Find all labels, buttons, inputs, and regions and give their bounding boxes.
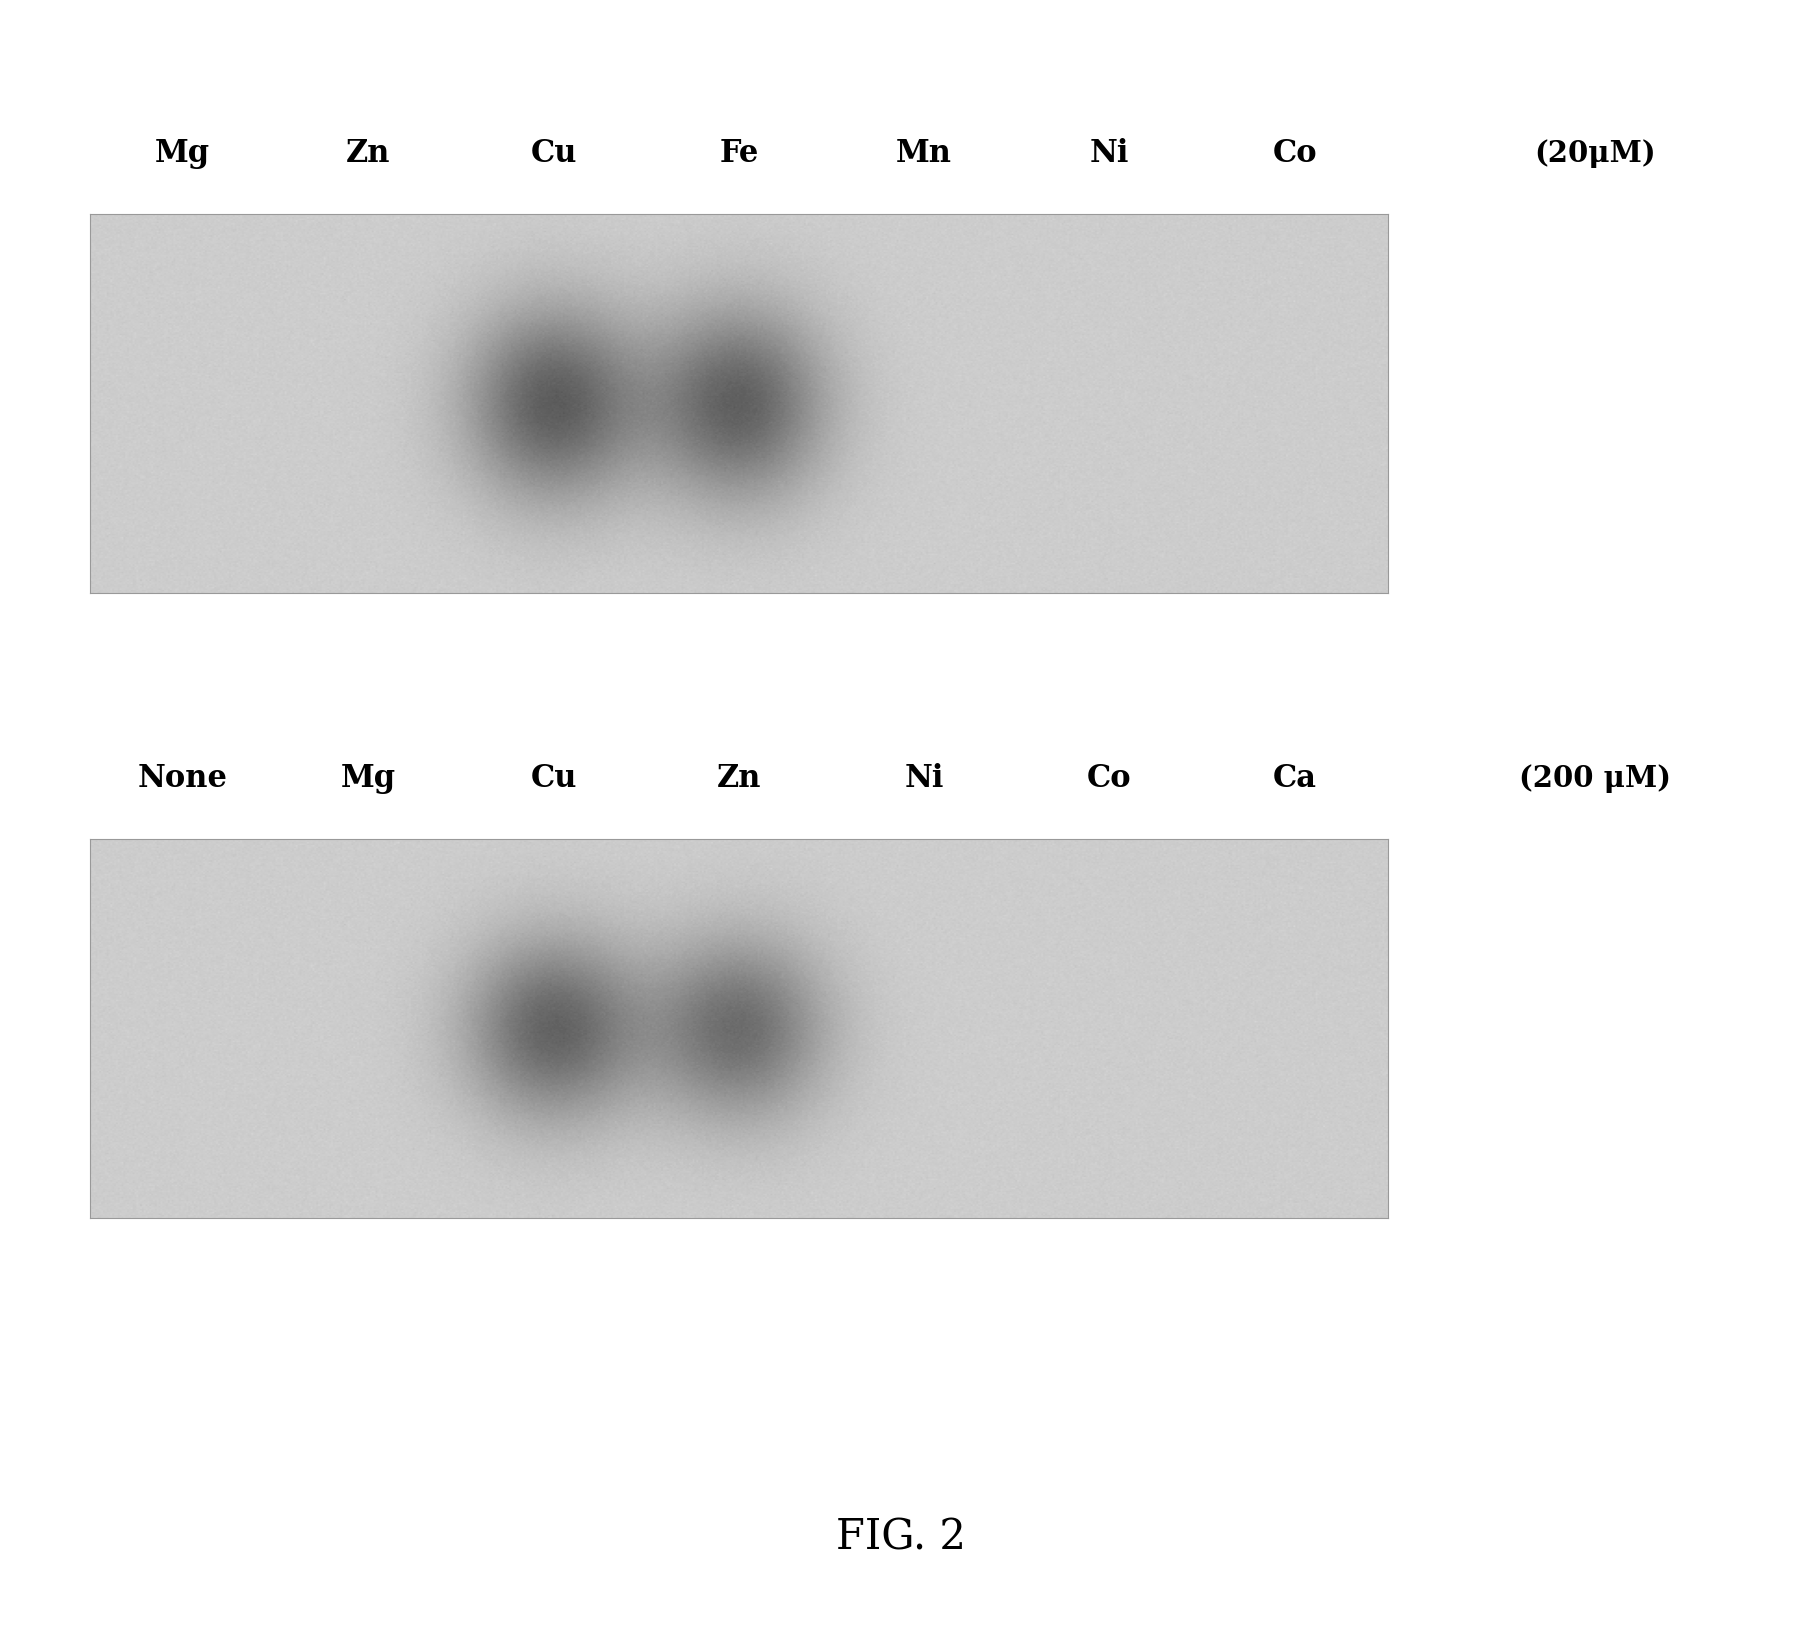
Text: (200 μM): (200 μM) <box>1519 764 1670 793</box>
Text: Mn: Mn <box>896 138 951 168</box>
Text: None: None <box>137 764 227 793</box>
Text: Fe: Fe <box>719 138 759 168</box>
Text: Mg: Mg <box>341 764 396 793</box>
Text: Cu: Cu <box>530 764 577 793</box>
Text: FIG. 2: FIG. 2 <box>836 1516 966 1559</box>
Text: Ni: Ni <box>1090 138 1130 168</box>
Text: Mg: Mg <box>155 138 211 168</box>
Text: (20μM): (20μM) <box>1534 138 1656 168</box>
Text: Ni: Ni <box>905 764 944 793</box>
Text: Co: Co <box>1272 138 1317 168</box>
Text: Co: Co <box>1087 764 1132 793</box>
Text: Zn: Zn <box>717 764 760 793</box>
Text: Zn: Zn <box>346 138 391 168</box>
Text: Ca: Ca <box>1272 764 1317 793</box>
Text: Cu: Cu <box>530 138 577 168</box>
